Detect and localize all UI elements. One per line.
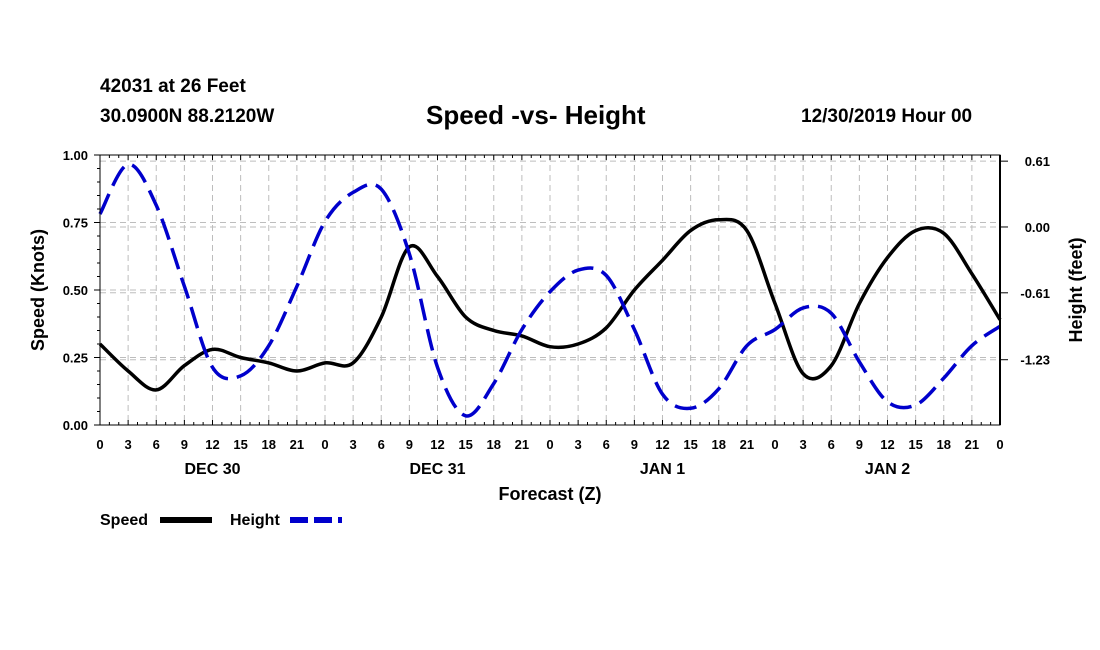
series-line-speed [98,217,1002,392]
x-tick-label: 12 [430,437,444,452]
x-tick-label: 0 [96,437,103,452]
x-tick-label: 21 [515,437,529,452]
x-tick-label: 3 [350,437,357,452]
x-tick-label: 6 [603,437,610,452]
x-tick-label: 6 [378,437,385,452]
x-tick-label: 12 [655,437,669,452]
y2-axis-title: Height (feet) [1066,238,1086,343]
x-tick-label: 15 [458,437,472,452]
chart-title: Speed -vs- Height [426,100,646,130]
x-tick-label: 0 [546,437,553,452]
coordinates-label: 30.0900N 88.2120W [100,106,275,127]
x-tick-label: 12 [880,437,894,452]
x-tick-label: 15 [233,437,247,452]
x-tick-label: 12 [205,437,219,452]
day-label: JAN 2 [865,461,910,478]
day-label: JAN 1 [640,461,685,478]
legend-label-height: Height [230,512,280,529]
x-tick-label: 15 [683,437,697,452]
x-tick-label: 3 [800,437,807,452]
x-tick-label: 21 [740,437,754,452]
x-tick-label: 18 [262,437,276,452]
x-tick-label: 6 [153,437,160,452]
y-tick-label: 0.50 [63,283,88,298]
x-tick-label: 9 [631,437,638,452]
day-label: DEC 31 [409,461,465,478]
y-tick-label: 0.00 [63,418,88,433]
series-line-height [98,162,1001,418]
y2-tick-label: -1.23 [1020,353,1050,368]
y2-tick-label: -0.61 [1020,286,1050,301]
y-tick-label: 0.25 [63,351,88,366]
series [98,162,1002,418]
x-tick-label: 9 [406,437,413,452]
legend-label-speed: Speed [100,512,148,529]
x-tick-label: 21 [965,437,979,452]
x-tick-label: 9 [181,437,188,452]
legend: Speed Height [100,512,342,529]
axis-labels: 0 3 6 9 12 15 18 21 0 3 6 9 12 15 18 21 0 3 6 9 12 15 18 21 0 3 6 9… [63,148,1050,478]
y-axis-title: Speed (Knots) [28,229,48,351]
station-label: 42031 at 26 Feet [100,76,246,97]
x-tick-label: 6 [828,437,835,452]
x-tick-label: 0 [321,437,328,452]
forecast-datetime: 12/30/2019 Hour 00 [801,106,973,127]
x-tick-label: 18 [487,437,501,452]
y-tick-label: 1.00 [63,148,88,163]
x-tick-label: 0 [771,437,778,452]
x-tick-label: 9 [856,437,863,452]
y2-tick-label: 0.00 [1025,220,1050,235]
y-tick-label: 0.75 [63,216,88,231]
y2-tick-label: 0.61 [1025,154,1050,169]
x-tick-label: 18 [712,437,726,452]
x-tick-label: 3 [125,437,132,452]
x-tick-label: 18 [937,437,951,452]
day-label: DEC 30 [184,461,240,478]
x-tick-label: 21 [290,437,304,452]
x-tick-label: 3 [575,437,582,452]
x-axis-title: Forecast (Z) [498,484,601,504]
x-tick-label: 15 [908,437,922,452]
x-tick-label: 0 [996,437,1003,452]
